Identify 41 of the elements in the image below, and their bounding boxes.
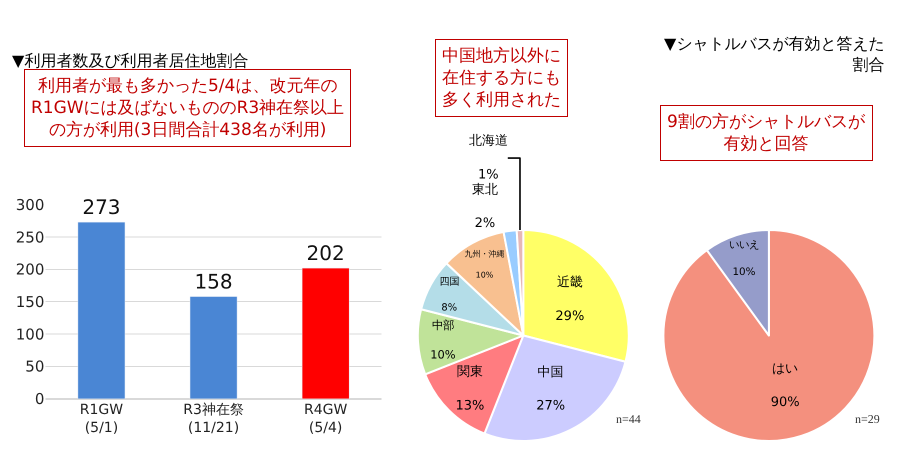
y-tick-label: 300 xyxy=(16,196,44,214)
data-label: 8% xyxy=(441,302,458,314)
slice-label: はい xyxy=(772,361,798,376)
y-tick-label: 200 xyxy=(16,260,44,279)
y-tick-label: 150 xyxy=(16,292,44,311)
bar xyxy=(190,296,238,399)
data-label: 13% xyxy=(455,398,484,414)
text: 利用者が最も多かった5/4は、改元年のR1GWには及ばないもののR3神在祭以上の方が利用(3日間合計438名が利用) xyxy=(31,76,344,140)
bar xyxy=(78,222,126,399)
y-tick-label: 50 xyxy=(25,358,44,376)
x-tick-label: R3神在祭 (11/21) xyxy=(183,402,244,436)
data-label: 273 xyxy=(82,195,121,220)
data-label: 2% xyxy=(474,216,496,232)
x-tick-label: R4GW (5/4) xyxy=(304,402,348,436)
data-label: 90% xyxy=(770,395,800,410)
data-label: 1% xyxy=(478,167,499,182)
chart-title: ▼シャトルバスが有効と答えた割合 xyxy=(664,34,884,74)
slice-label: 北海道 xyxy=(468,134,508,149)
text: n=29 xyxy=(855,412,880,426)
x-tick-label: R1GW (5/1) xyxy=(80,402,124,436)
data-label: 27% xyxy=(536,398,566,414)
slice-label: 関東 xyxy=(456,364,483,380)
slice-label: 四国 xyxy=(439,276,460,288)
data-label: 29% xyxy=(555,308,584,324)
text: 9割の方がシャトルバスが有効と回答 xyxy=(667,112,866,154)
text: n=44 xyxy=(616,412,641,426)
data-label: 10% xyxy=(732,266,756,278)
y-tick-label: 0 xyxy=(34,390,44,408)
slice-label: 中国 xyxy=(538,364,564,380)
data-label: 10% xyxy=(430,347,456,362)
slice-label: 東北 xyxy=(472,182,498,198)
bar xyxy=(302,268,350,399)
slice-label: いいえ xyxy=(728,239,759,252)
chart-title: ▼利用者数及び利用者居住地割合 xyxy=(12,51,248,70)
data-label: 202 xyxy=(306,241,345,266)
text: 中国地方以外に在住する方にも多く利用された xyxy=(442,46,561,110)
data-label: 158 xyxy=(194,270,233,294)
y-tick-label: 100 xyxy=(16,325,44,344)
y-tick-label: 250 xyxy=(16,228,44,246)
slice-label: 中部 xyxy=(432,318,454,332)
slice-label: 近畿 xyxy=(556,274,583,290)
